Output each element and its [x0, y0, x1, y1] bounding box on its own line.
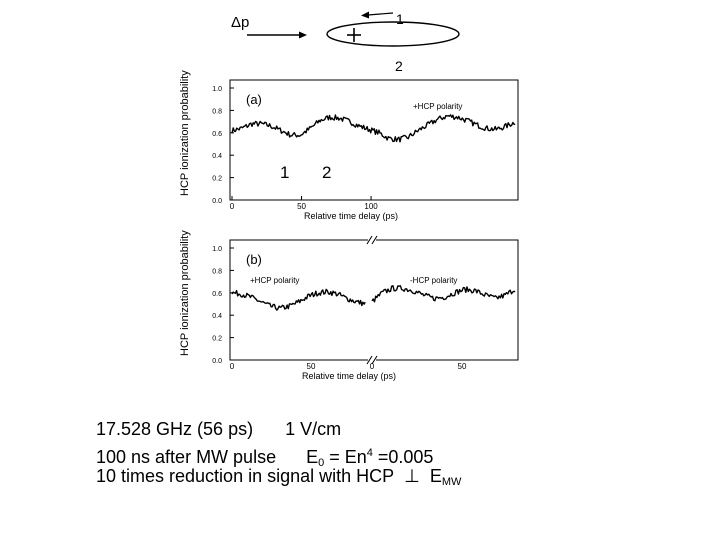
panel-b-xtick-label: 50 [458, 362, 467, 371]
panel-a-label: (a) [246, 92, 262, 107]
panel-b-x-ticks: 0 50 0 50 [230, 362, 467, 371]
caption-reduction: 10 times reduction in signal with HCP [96, 466, 395, 486]
panel-a-x-tick-label: 50 [297, 202, 306, 211]
panel-a-y-ticks: 0.0 0.2 0.4 0.6 0.8 1.0 [212, 86, 234, 205]
panel-a-y-tick-label: 1.0 [212, 86, 222, 93]
panel-b-xtick-label: 0 [370, 362, 375, 371]
caption-field: 1 V/cm [285, 419, 342, 439]
momentum-arrowhead [299, 31, 307, 39]
panel-b-y-tick-label: 1.0 [212, 246, 222, 253]
caption-e0-sub: 0 [318, 457, 325, 469]
panel-b-y-tick-label: 0.0 [212, 358, 222, 365]
caption-line-2: 100 ns after MW pulse E0 = En4 =0.005 [96, 442, 433, 474]
axis-break-bottom [366, 355, 378, 365]
panel-b-label: (b) [246, 252, 262, 267]
panel-b-y-tick-label: 0.8 [212, 268, 222, 275]
orbit-label-2: 2 [395, 58, 403, 74]
panel-b-plus-hcp-line [231, 288, 366, 311]
caption-line-3: 10 times reduction in signal with HCP ⊥ EM… [96, 465, 461, 493]
panel-a-marker-1: 1 [280, 163, 289, 182]
perpendicular-symbol: ⊥ [404, 466, 420, 486]
panel-b-xtick-label: 50 [307, 362, 316, 371]
ylabel-bottom: HCP ionization probability [179, 230, 191, 356]
orbit-label-1: 1 [396, 11, 404, 27]
panel-b: 0.0 0.2 0.4 0.6 0.8 1.0 0 50 0 50 (b) +HCP po… [212, 235, 519, 381]
caption-e0: E [306, 447, 319, 467]
panel-b-xlabel: Relative time delay (ps) [302, 371, 396, 381]
caption-emw: E [429, 466, 442, 486]
panel-a-xlabel: Relative time delay (ps) [304, 211, 398, 221]
panel-a-y-tick-label: 0.0 [212, 198, 222, 205]
orbit-diagram: Δp 1 2 [231, 11, 460, 74]
panel-a-y-tick-label: 0.8 [212, 108, 222, 115]
ylabel-top: HCP ionization probability [179, 70, 191, 196]
panel-b-minus-hcp-label: -HCP polarity [410, 276, 457, 285]
orbit-arrowhead-1 [361, 11, 369, 19]
panel-a-marker-2: 2 [322, 163, 331, 182]
panel-a-polarity-label: +HCP polarity [413, 102, 462, 111]
axis-break-top [366, 235, 378, 245]
panel-b-y-tick-label: 0.4 [212, 313, 222, 320]
panel-b-y-tick-label: 0.2 [212, 336, 222, 343]
panel-a-x-ticks: 0 50 100 [230, 196, 378, 211]
panel-a-data-line [231, 114, 516, 143]
caption-emw-sub: MW [441, 476, 462, 488]
panel-b-xtick-label: 0 [230, 362, 235, 371]
panel-b-y-ticks: 0.0 0.2 0.4 0.6 0.8 1.0 [212, 246, 234, 365]
panel-a-y-tick-label: 0.6 [212, 131, 222, 138]
caption-frequency: 17.528 GHz (56 ps) [96, 419, 254, 439]
caption-line-1: 17.528 GHz (56 ps) 1 V/cm [96, 418, 341, 440]
caption-value: =0.005 [372, 447, 434, 467]
panel-a-x-tick-label: 100 [364, 202, 378, 211]
orbit-ellipse [326, 21, 460, 47]
panel-a-y-tick-label: 0.2 [212, 176, 222, 183]
orbit-arrow-1 [367, 12, 394, 16]
caption-eq: = En [324, 447, 367, 467]
panel-b-y-tick-label: 0.6 [212, 291, 222, 298]
panel-a-x-tick-label: 0 [230, 202, 235, 211]
panel-b-plus-hcp-label: +HCP polarity [250, 276, 299, 285]
panel-a-frame [229, 79, 519, 201]
panel-a: 0.0 0.2 0.4 0.6 0.8 1.0 0 50 100 (a) +HCP polar… [212, 79, 519, 221]
panel-a-y-tick-label: 0.4 [212, 153, 222, 160]
delta-p-label: Δp [231, 14, 249, 31]
caption-exp: 4 [366, 447, 373, 459]
panel-b-minus-hcp-line [371, 285, 516, 303]
caption-delay: 100 ns after MW pulse [96, 447, 277, 467]
